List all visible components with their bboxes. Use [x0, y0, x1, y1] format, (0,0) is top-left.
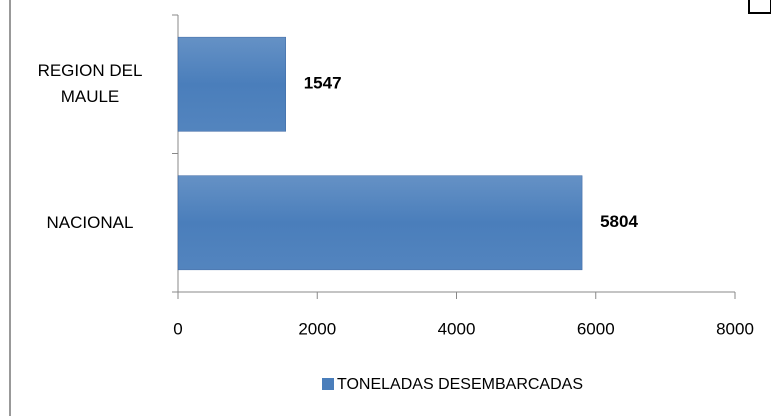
bar: [177, 36, 286, 132]
x-tick-label: 0: [173, 319, 182, 338]
legend-swatch: [322, 378, 334, 390]
bar: [177, 175, 583, 271]
corner-box: [748, 0, 771, 14]
y-tick-label: REGION DEL MAULE: [37, 61, 143, 107]
x-tick-label: 4000: [438, 319, 476, 338]
x-tick-label: 8000: [716, 319, 754, 338]
x-tick-label: 6000: [577, 319, 615, 338]
data-label: 1547: [304, 74, 342, 93]
x-tick-label: 2000: [298, 319, 336, 338]
data-label: 5804: [600, 212, 638, 231]
y-tick-label: NACIONAL: [46, 212, 134, 232]
legend-label: TONELADAS DESEMBARCADAS: [337, 376, 583, 393]
